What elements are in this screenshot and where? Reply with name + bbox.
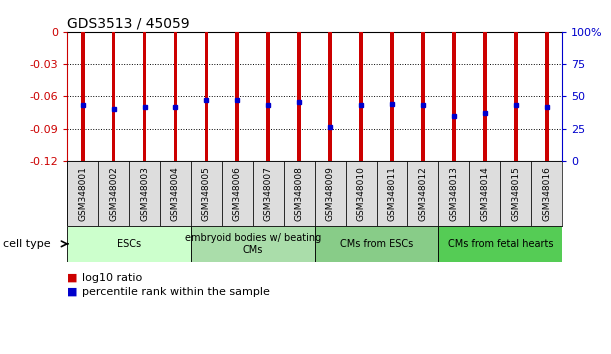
Bar bbox=[545, 32, 549, 161]
Text: GDS3513 / 45059: GDS3513 / 45059 bbox=[67, 17, 190, 31]
Bar bbox=[390, 32, 394, 161]
Text: log10 ratio: log10 ratio bbox=[82, 273, 143, 283]
Text: cell type: cell type bbox=[3, 239, 51, 249]
Bar bbox=[328, 32, 332, 165]
Text: GSM348013: GSM348013 bbox=[449, 166, 458, 221]
Bar bbox=[315, 161, 346, 226]
Bar bbox=[315, 226, 439, 262]
Text: GSM348003: GSM348003 bbox=[140, 166, 149, 221]
Bar bbox=[376, 161, 408, 226]
Bar bbox=[174, 32, 177, 161]
Text: percentile rank within the sample: percentile rank within the sample bbox=[82, 287, 270, 297]
Bar bbox=[67, 161, 98, 226]
Text: GSM348016: GSM348016 bbox=[542, 166, 551, 221]
Text: ■: ■ bbox=[67, 287, 78, 297]
Text: GSM348010: GSM348010 bbox=[357, 166, 365, 221]
Text: GSM348009: GSM348009 bbox=[326, 166, 335, 221]
Text: GSM348015: GSM348015 bbox=[511, 166, 520, 221]
Bar bbox=[222, 161, 253, 226]
Bar bbox=[408, 161, 439, 226]
Bar bbox=[191, 161, 222, 226]
Text: GSM348012: GSM348012 bbox=[419, 166, 428, 221]
Bar bbox=[284, 161, 315, 226]
Text: GSM348008: GSM348008 bbox=[295, 166, 304, 221]
Bar bbox=[298, 32, 301, 161]
Text: GSM348011: GSM348011 bbox=[387, 166, 397, 221]
Bar bbox=[235, 32, 239, 161]
Bar bbox=[359, 32, 363, 161]
Bar bbox=[67, 226, 191, 262]
Text: GSM348002: GSM348002 bbox=[109, 166, 118, 221]
Bar bbox=[346, 161, 376, 226]
Text: GSM348005: GSM348005 bbox=[202, 166, 211, 221]
Text: CMs from fetal hearts: CMs from fetal hearts bbox=[447, 239, 553, 249]
Bar bbox=[81, 32, 84, 161]
Bar bbox=[253, 161, 284, 226]
Text: GSM348014: GSM348014 bbox=[480, 166, 489, 221]
Text: GSM348007: GSM348007 bbox=[264, 166, 273, 221]
Text: CMs from ESCs: CMs from ESCs bbox=[340, 239, 413, 249]
Bar bbox=[452, 32, 456, 161]
Bar bbox=[129, 161, 160, 226]
Bar bbox=[205, 32, 208, 161]
Bar bbox=[439, 161, 469, 226]
Text: GSM348001: GSM348001 bbox=[78, 166, 87, 221]
Text: ESCs: ESCs bbox=[117, 239, 141, 249]
Bar bbox=[143, 32, 147, 161]
Bar bbox=[160, 161, 191, 226]
Bar bbox=[266, 32, 270, 161]
Bar bbox=[191, 226, 315, 262]
Bar bbox=[98, 161, 129, 226]
Bar bbox=[439, 226, 562, 262]
Bar bbox=[112, 32, 115, 161]
Bar bbox=[469, 161, 500, 226]
Text: GSM348006: GSM348006 bbox=[233, 166, 242, 221]
Bar bbox=[500, 161, 531, 226]
Text: ■: ■ bbox=[67, 273, 78, 283]
Bar bbox=[514, 32, 518, 161]
Bar bbox=[421, 32, 425, 161]
Bar bbox=[483, 32, 486, 161]
Bar bbox=[531, 161, 562, 226]
Text: GSM348004: GSM348004 bbox=[171, 166, 180, 221]
Text: embryoid bodies w/ beating
CMs: embryoid bodies w/ beating CMs bbox=[185, 233, 321, 255]
